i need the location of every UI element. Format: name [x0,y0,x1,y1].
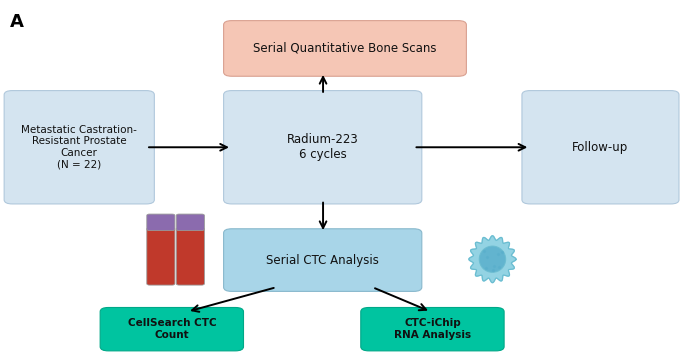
Polygon shape [469,236,516,282]
Text: Serial CTC Analysis: Serial CTC Analysis [266,253,379,267]
Text: Metastatic Castration-
Resistant Prostate
Cancer
(N = 22): Metastatic Castration- Resistant Prostat… [21,125,137,170]
Ellipse shape [480,246,506,272]
Text: Follow-up: Follow-up [572,141,629,154]
FancyBboxPatch shape [361,308,504,351]
FancyBboxPatch shape [224,91,422,204]
Text: CTC-iChip
RNA Analysis: CTC-iChip RNA Analysis [394,318,471,340]
FancyBboxPatch shape [147,228,175,285]
FancyBboxPatch shape [100,308,244,351]
Text: Radium-223
6 cycles: Radium-223 6 cycles [287,133,359,161]
FancyBboxPatch shape [224,229,422,291]
Text: A: A [10,13,24,30]
FancyBboxPatch shape [176,228,204,285]
FancyBboxPatch shape [224,21,466,76]
FancyBboxPatch shape [522,91,679,204]
FancyBboxPatch shape [4,91,155,204]
Text: Serial Quantitative Bone Scans: Serial Quantitative Bone Scans [253,42,437,55]
FancyBboxPatch shape [147,214,175,230]
FancyBboxPatch shape [176,214,204,230]
Text: CellSearch CTC
Count: CellSearch CTC Count [128,318,216,340]
